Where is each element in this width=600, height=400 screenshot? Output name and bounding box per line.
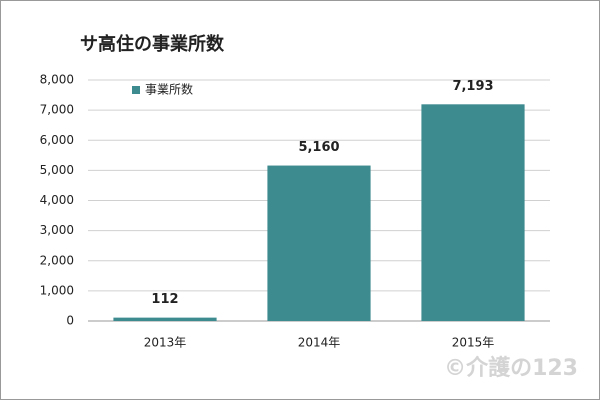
value-label: 7,193 bbox=[452, 79, 493, 94]
y-tick-label: 7,000 bbox=[40, 103, 74, 117]
bar bbox=[421, 104, 525, 321]
y-tick-label: 1,000 bbox=[40, 283, 74, 297]
bar bbox=[113, 317, 217, 321]
y-tick-label: 2,000 bbox=[40, 253, 74, 267]
y-tick-label: 6,000 bbox=[40, 133, 74, 147]
x-tick-label: 2015年 bbox=[452, 336, 495, 350]
watermark: ©介護の123 bbox=[444, 355, 578, 381]
value-label: 5,160 bbox=[298, 140, 339, 155]
y-tick-label: 8,000 bbox=[40, 73, 74, 87]
chart-title: サ高住の事業所数 bbox=[80, 33, 225, 55]
x-tick-label: 2014年 bbox=[298, 336, 341, 350]
y-tick-label: 5,000 bbox=[40, 163, 74, 177]
y-tick-label: 3,000 bbox=[40, 223, 74, 237]
legend-label: 事業所数 bbox=[145, 82, 193, 97]
y-tick-label: 4,000 bbox=[40, 193, 74, 207]
bar bbox=[267, 165, 371, 321]
y-tick-label: 0 bbox=[66, 314, 74, 328]
x-tick-label: 2013年 bbox=[144, 336, 187, 350]
legend-swatch bbox=[132, 86, 140, 94]
value-label: 112 bbox=[151, 292, 178, 307]
